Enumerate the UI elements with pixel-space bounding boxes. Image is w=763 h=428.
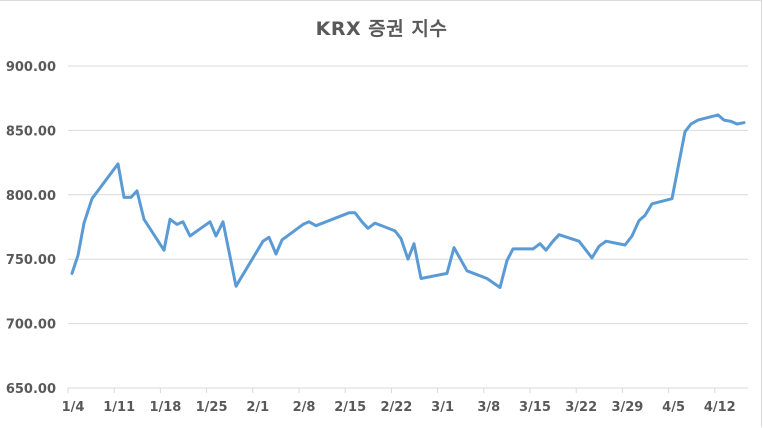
x-tick-label: 4/12 [704, 400, 736, 415]
gridlines [68, 65, 748, 325]
series-line-krx-securities-index [70, 113, 746, 289]
x-tick-label: 2/22 [380, 400, 412, 415]
x-tick-label: 1/25 [196, 400, 228, 415]
y-tick-label: 700.00 [6, 318, 56, 333]
x-tick-label: 1/4 [62, 400, 85, 415]
x-tick-label: 3/1 [431, 400, 454, 415]
y-tick-label: 800.00 [6, 189, 56, 204]
x-tick-label: 3/15 [519, 400, 551, 415]
y-tick-label: 850.00 [6, 124, 56, 139]
x-tick-label: 3/8 [477, 400, 500, 415]
y-tick-label: 650.00 [6, 382, 56, 397]
y-tick-label: 750.00 [6, 253, 56, 268]
x-tick-label: 1/18 [149, 400, 181, 415]
x-tick-label: 2/8 [293, 400, 316, 415]
x-axis: 1/4 1/11 1/18 1/25 2/1 2/8 2/15 2/22 3/1 3/8 3/15 3… [62, 387, 748, 415]
x-tick-label: 2/1 [246, 400, 269, 415]
chart-title: KRX 증권 지수 [315, 18, 448, 40]
y-axis-labels: 900.00 850.00 800.00 750.00 700.00 650.00 [6, 60, 56, 397]
x-tick-label: 3/29 [611, 400, 643, 415]
x-tick-label: 2/15 [334, 400, 366, 415]
y-tick-label: 900.00 [6, 60, 56, 75]
x-tick-label: 4/5 [662, 400, 685, 415]
x-tick-label: 3/22 [565, 400, 597, 415]
x-tick-label: 1/11 [103, 400, 135, 415]
